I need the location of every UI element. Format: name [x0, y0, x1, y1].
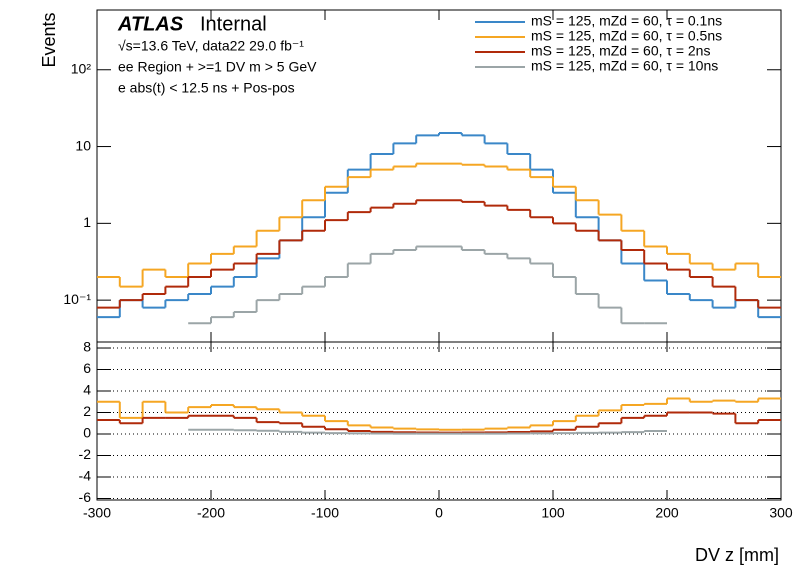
atlas-label: ATLAS: [117, 13, 184, 35]
x-tick-label: 200: [655, 505, 679, 521]
x-tick-label: 0: [435, 505, 443, 521]
x-tick-label: 100: [541, 505, 565, 521]
x-axis-label: DV z [mm]: [695, 545, 779, 565]
legend-label: mS = 125, mZd = 60, τ = 2ns: [531, 43, 710, 59]
legend-label: mS = 125, mZd = 60, τ = 0.1ns: [531, 13, 722, 29]
x-tick-label: 300: [769, 505, 793, 521]
y-tick-label: 0: [83, 425, 91, 441]
y-tick-label: 10: [75, 137, 91, 153]
annotation: ee Region + >=1 DV m > 5 GeV: [118, 59, 317, 75]
x-tick-label: -100: [311, 505, 339, 521]
y-tick-label: 10²: [71, 60, 92, 76]
y-tick-label: 1: [83, 214, 91, 230]
y-tick-label: -2: [79, 446, 92, 462]
y-tick-label: 6: [83, 360, 91, 376]
y-tick-label: 8: [83, 339, 91, 355]
y-tick-label: 4: [83, 382, 91, 398]
y-tick-label: 10⁻¹: [63, 291, 91, 307]
x-tick-label: -300: [83, 505, 111, 521]
y-tick-label: 2: [83, 403, 91, 419]
y-tick-label: -6: [79, 489, 92, 505]
legend-label: mS = 125, mZd = 60, τ = 10ns: [531, 58, 718, 74]
annotation: √s=13.6 TeV, data22 29.0 fb⁻¹: [118, 38, 304, 54]
y-axis-label: Events: [39, 12, 59, 67]
x-tick-label: -200: [197, 505, 225, 521]
atlas-status: Internal: [200, 13, 267, 35]
annotation: e abs(t) < 12.5 ns + Pos-pos: [118, 80, 295, 96]
legend-label: mS = 125, mZd = 60, τ = 0.5ns: [531, 28, 722, 44]
y-tick-label: -4: [79, 468, 92, 484]
